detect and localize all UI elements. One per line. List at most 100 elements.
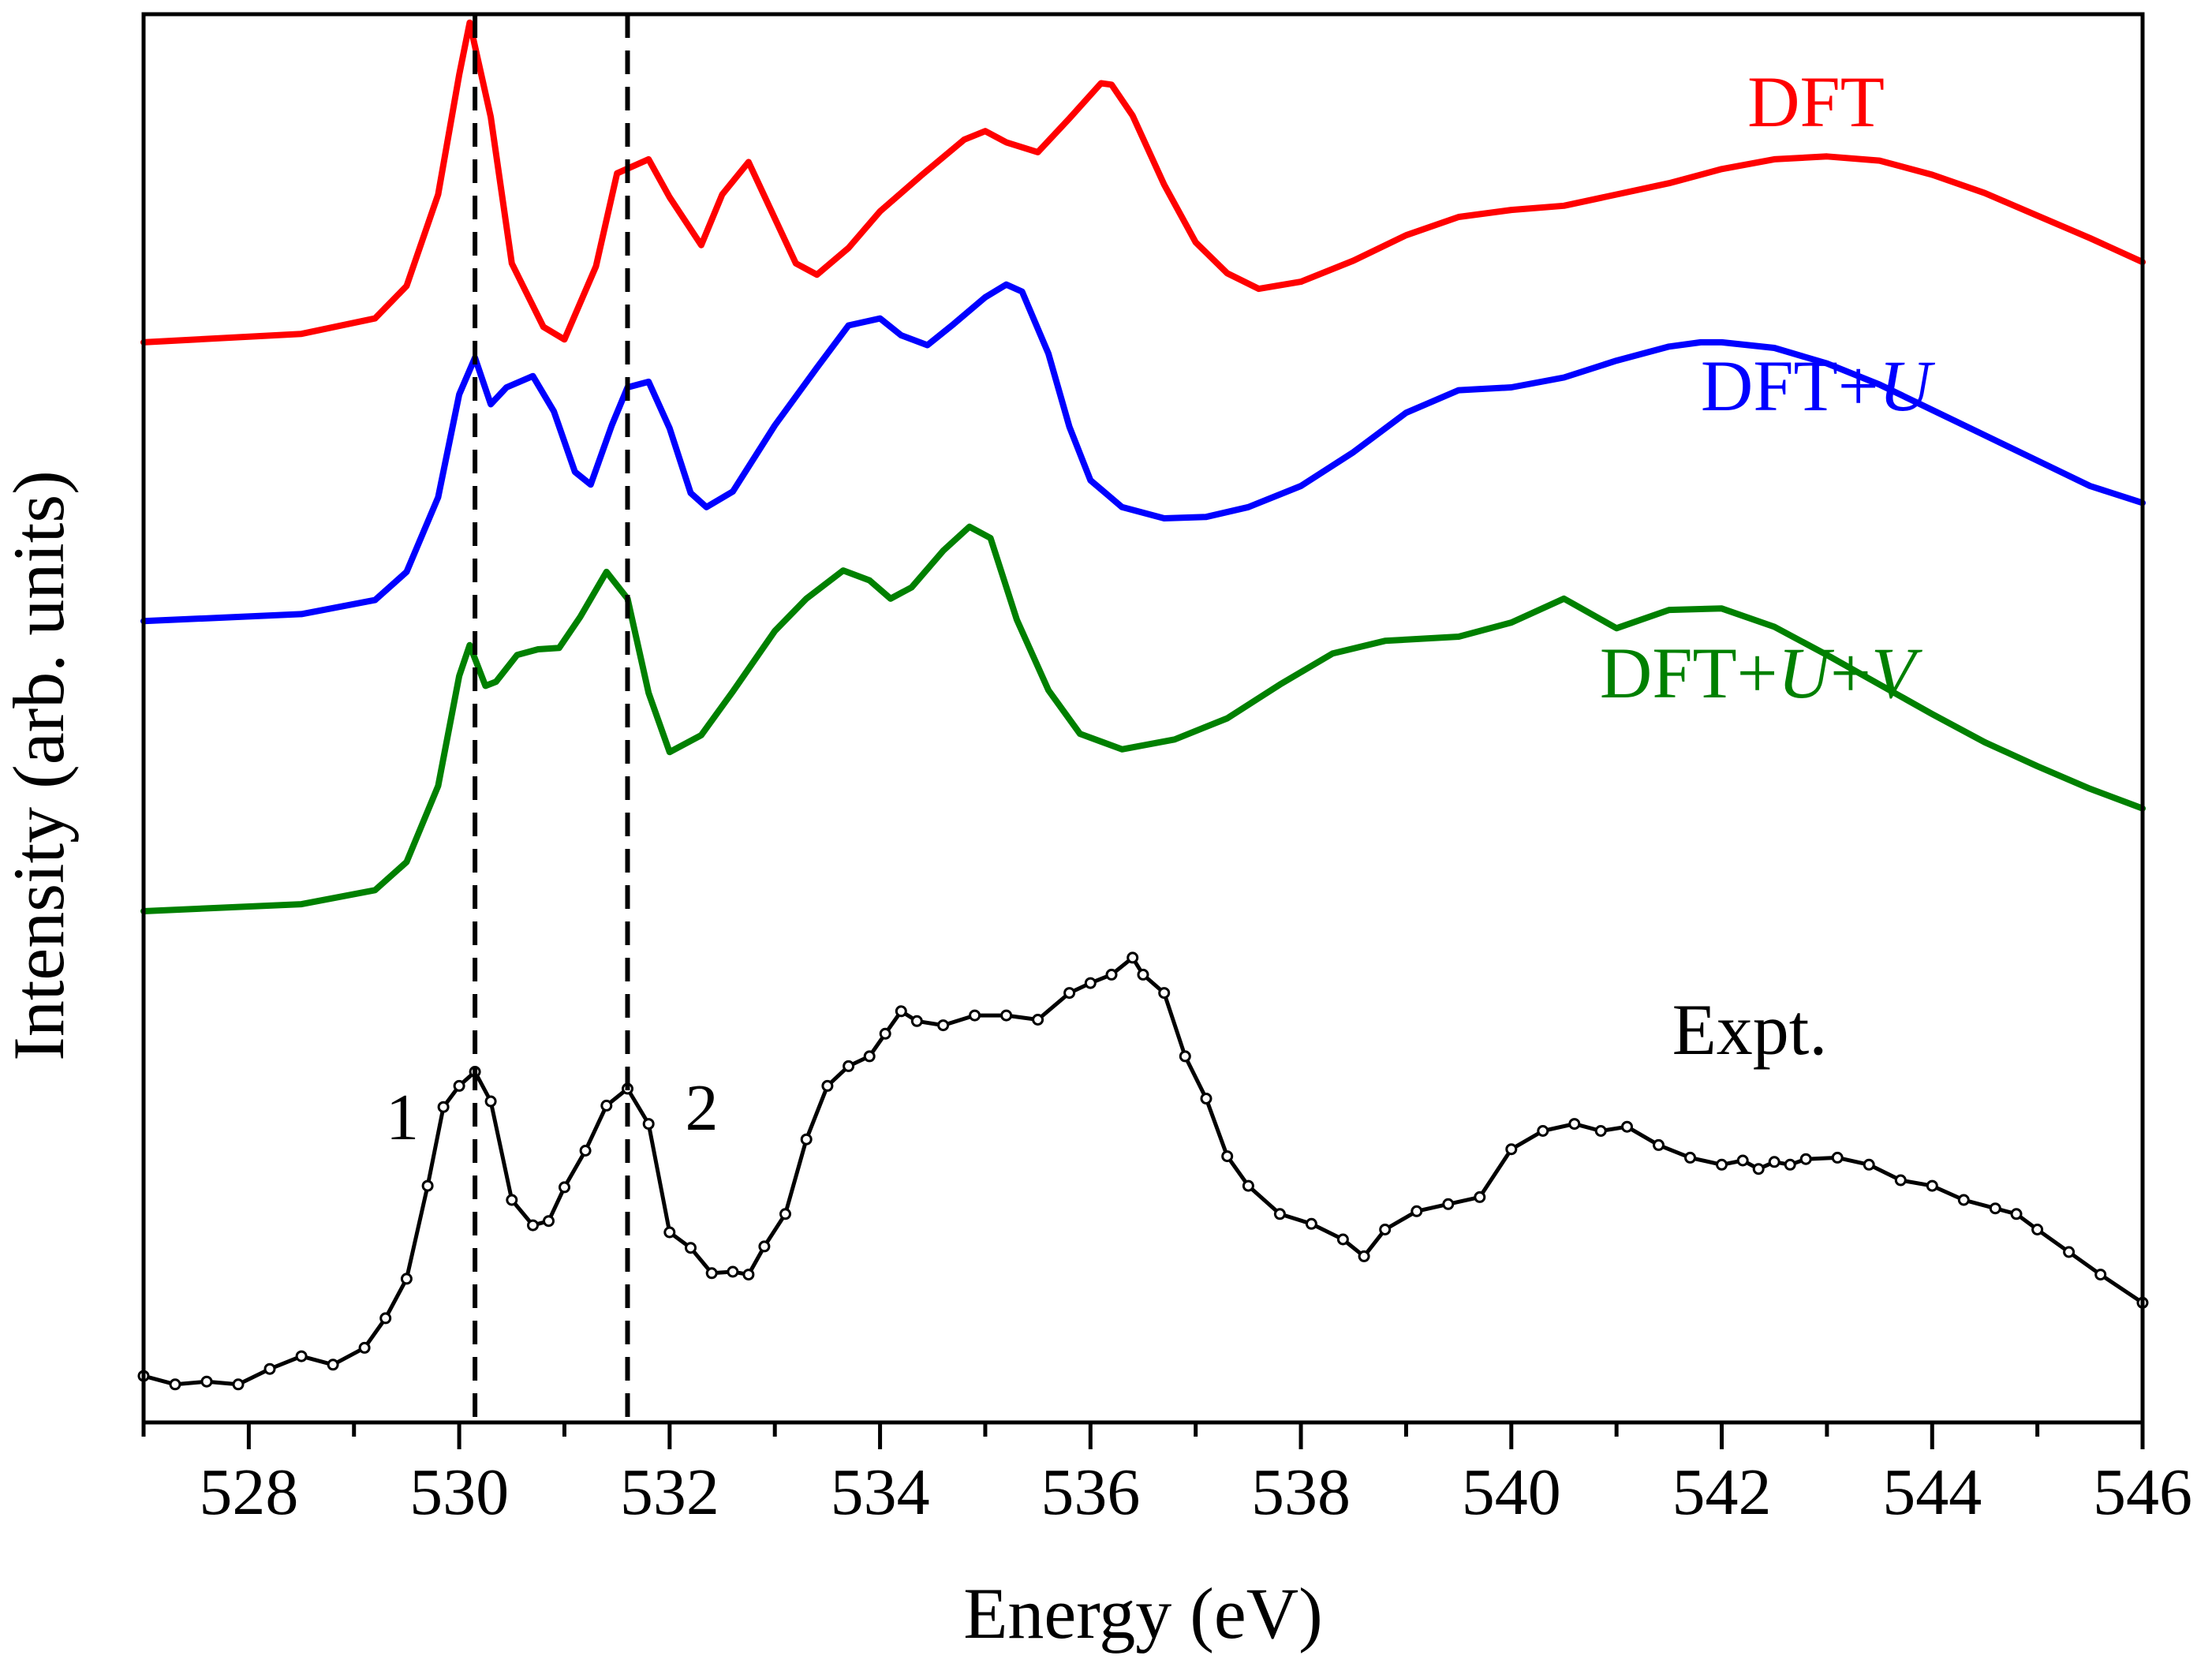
data-point-expt — [821, 1079, 834, 1092]
data-point-expt — [437, 1101, 450, 1113]
data-point-expt — [1894, 1174, 1907, 1187]
x-tick-label: 534 — [831, 1456, 930, 1529]
peak-label-2: 2 — [685, 1071, 718, 1145]
data-point-expt — [600, 1099, 613, 1112]
data-point-expt — [969, 1009, 981, 1022]
data-point-expt — [1358, 1250, 1370, 1262]
data-point-expt — [1411, 1205, 1423, 1217]
data-point-expt — [642, 1118, 655, 1131]
data-point-expt — [1594, 1125, 1607, 1137]
data-point-expt — [1716, 1158, 1728, 1171]
data-point-expt — [937, 1019, 950, 1032]
data-point-expt — [358, 1341, 371, 1354]
data-point-expt — [559, 1181, 570, 1194]
data-point-expt — [1568, 1118, 1581, 1131]
data-point-expt — [169, 1378, 181, 1391]
data-point-expt — [895, 1005, 907, 1018]
data-point-expt — [1537, 1125, 1549, 1137]
data-point-expt — [879, 1027, 891, 1040]
series-label-part: DFT — [1747, 62, 1885, 142]
data-point-expt — [1032, 1014, 1044, 1026]
data-point-expt — [663, 1226, 676, 1239]
data-point-expt — [543, 1215, 555, 1228]
data-point-expt — [1474, 1190, 1486, 1203]
data-point-expt — [1200, 1093, 1212, 1104]
data-point-expt — [2094, 1269, 2107, 1281]
data-point-expt — [863, 1050, 876, 1063]
x-tick-label: 544 — [1882, 1456, 1982, 1529]
x-axis: 528 530 532 534 536 538 540 542 544 546 — [141, 1422, 2192, 1529]
data-point-expt — [2010, 1208, 2023, 1220]
data-point-expt — [1752, 1163, 1765, 1175]
y-axis-title: Intensity (arb. units) — [0, 470, 79, 1061]
x-tick-label: 528 — [199, 1456, 298, 1529]
series-line-dft — [140, 19, 2146, 346]
data-point-expt — [295, 1350, 308, 1362]
data-point-expt — [1158, 987, 1171, 1000]
data-point-expt — [1442, 1198, 1455, 1210]
data-point-expt — [2063, 1246, 2076, 1258]
data-point-expt — [506, 1194, 518, 1206]
data-point-expt — [705, 1267, 718, 1280]
x-tick-label: 546 — [2093, 1456, 2192, 1529]
series-label-part: DFT+ — [1600, 633, 1778, 713]
data-point-expt — [200, 1375, 213, 1388]
data-point-expt — [263, 1362, 276, 1375]
data-point-expt — [1831, 1151, 1844, 1164]
series-label-dft-u: DFT+U — [1701, 346, 1936, 426]
data-point-expt — [910, 1015, 923, 1027]
data-point-expt — [1242, 1179, 1254, 1192]
data-point-expt — [2031, 1224, 2044, 1235]
data-point-expt — [232, 1378, 245, 1391]
data-point-expt — [727, 1265, 739, 1278]
series-line-expt — [141, 955, 2145, 1387]
series-label-part: + — [1830, 633, 1871, 713]
data-point-expt — [1000, 1009, 1013, 1022]
series-label-dft: DFT — [1747, 62, 1885, 142]
data-point-expt — [758, 1240, 771, 1253]
series-label-part: DFT+ — [1701, 346, 1879, 426]
plot-frame — [141, 12, 2145, 1425]
data-point-expt — [1084, 977, 1097, 989]
data-point-expt — [1926, 1179, 1938, 1192]
data-point-expt — [1863, 1158, 1875, 1171]
data-point-expt — [379, 1312, 392, 1325]
data-point-expt — [1273, 1208, 1286, 1220]
data-point-expt — [1784, 1158, 1796, 1171]
series-label-expt: Expt. — [1672, 989, 1828, 1070]
data-point-expt — [327, 1359, 339, 1371]
peak-label-1: 1 — [386, 1081, 419, 1154]
series-line-dft-u-v — [140, 523, 2146, 914]
data-point-expt — [1105, 968, 1118, 981]
data-point-expt — [1989, 1202, 2001, 1215]
data-point-expt — [1505, 1143, 1518, 1156]
data-point-expt — [400, 1273, 413, 1285]
plot-series — [137, 19, 2149, 1391]
series-label-part: U — [1778, 633, 1835, 713]
data-point-expt — [579, 1145, 592, 1157]
data-point-expt — [1305, 1217, 1317, 1230]
data-point-expt — [1063, 987, 1076, 1000]
data-point-expt — [1653, 1138, 1665, 1151]
data-point-expt — [843, 1060, 855, 1072]
data-point-expt — [1957, 1194, 1970, 1206]
x-tick-label: 542 — [1672, 1456, 1772, 1529]
data-point-expt — [527, 1219, 539, 1232]
x-tick-label: 538 — [1251, 1456, 1351, 1529]
x-tick-label: 536 — [1041, 1456, 1140, 1529]
x-tick-label: 540 — [1462, 1456, 1561, 1529]
series-label-part: V — [1871, 633, 1923, 713]
guide-lines — [473, 14, 630, 1422]
data-point-expt — [1379, 1224, 1392, 1235]
data-point-expt — [1127, 951, 1139, 964]
data-point-expt — [1137, 968, 1149, 981]
data-point-expt — [779, 1208, 791, 1220]
data-point-expt — [1179, 1050, 1191, 1063]
x-tick-label: 530 — [409, 1456, 509, 1529]
series-label-part: U — [1879, 346, 1936, 426]
data-point-expt — [1736, 1154, 1749, 1167]
series-line-dft-u — [140, 281, 2146, 625]
